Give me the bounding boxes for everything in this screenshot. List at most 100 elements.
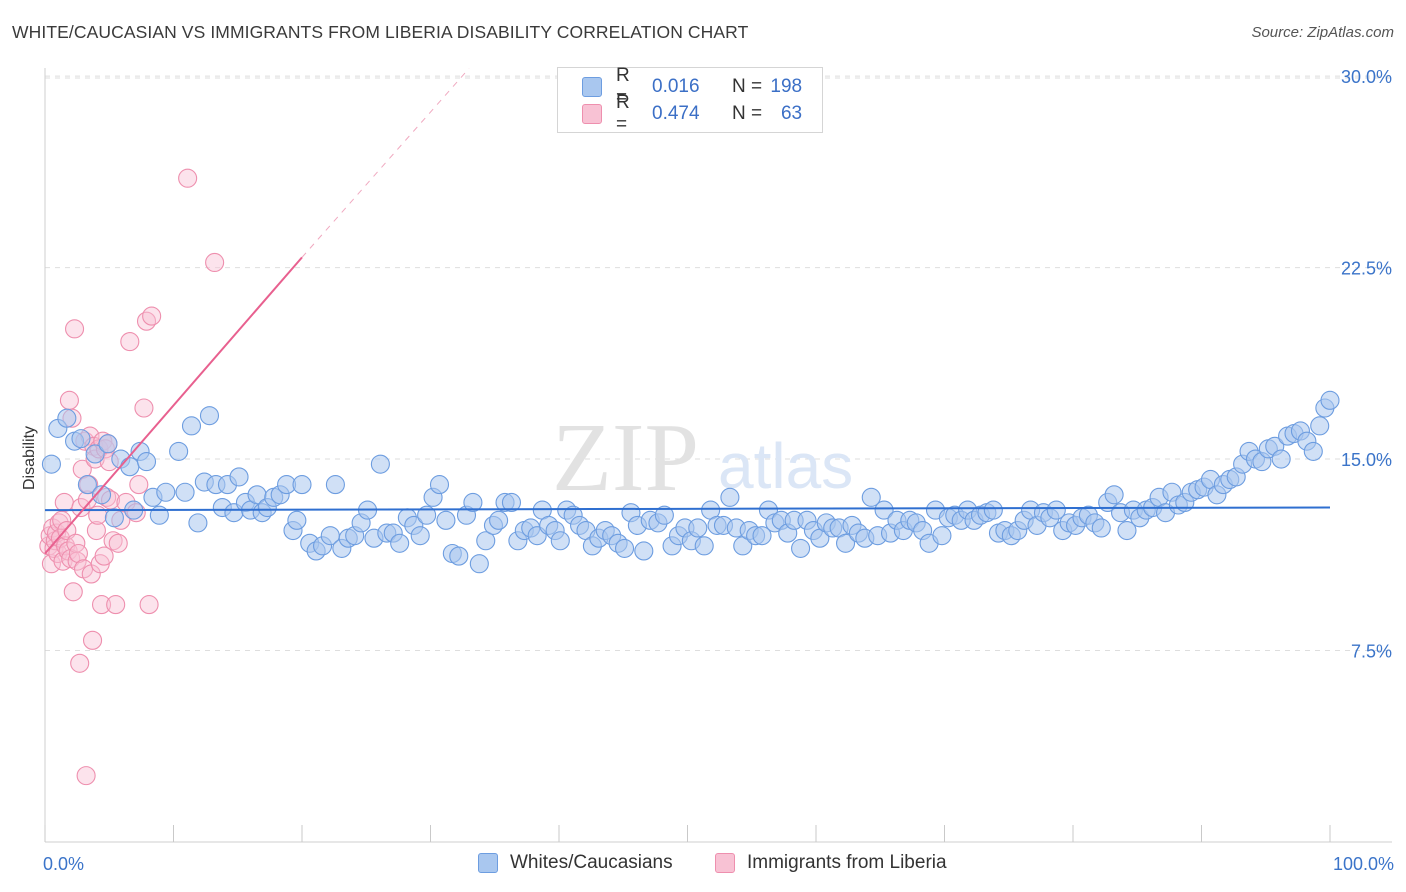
- point-whites: [325, 475, 345, 495]
- point-whites: [1310, 416, 1330, 436]
- point-whites: [1320, 390, 1340, 410]
- point-liberia: [54, 492, 74, 513]
- y-tick-label: 7.5%: [1351, 642, 1392, 662]
- point-whites: [370, 454, 390, 474]
- legend-item-liberia[interactable]: Immigrants from Liberia: [715, 852, 947, 874]
- watermark: ZIP atlas: [552, 404, 853, 512]
- point-whites: [188, 513, 208, 533]
- point-whites: [836, 533, 856, 553]
- point-whites: [1303, 441, 1323, 461]
- point-whites: [85, 444, 105, 464]
- series-legend: Whites/Caucasians Immigrants from Liberi…: [0, 850, 1406, 878]
- point-whites: [489, 510, 509, 530]
- point-liberia: [41, 554, 61, 574]
- point-whites: [417, 505, 437, 525]
- point-whites: [77, 475, 97, 495]
- legend-r-value: 0.016: [652, 76, 700, 97]
- point-liberia: [49, 513, 69, 533]
- point-whites: [861, 487, 881, 507]
- point-whites: [71, 429, 91, 449]
- point-whites: [449, 546, 469, 566]
- point-whites: [175, 482, 195, 502]
- point-liberia: [178, 168, 198, 188]
- point-whites: [229, 467, 249, 487]
- point-whites: [874, 500, 894, 520]
- trend-lines: [44, 68, 1331, 555]
- point-whites: [410, 526, 430, 546]
- point-liberia: [68, 543, 88, 564]
- point-liberia: [76, 766, 96, 786]
- point-whites: [169, 441, 189, 461]
- point-whites: [501, 492, 522, 513]
- series-whites-caucasians: [41, 390, 1340, 574]
- point-liberia: [53, 551, 73, 571]
- y-tick-label: 30.0%: [1341, 67, 1392, 87]
- legend-swatch-pink: [582, 104, 602, 124]
- point-liberia: [134, 398, 154, 418]
- point-whites: [694, 536, 714, 556]
- point-whites: [1117, 520, 1137, 541]
- point-whites: [463, 492, 483, 513]
- legend-r-label: R =: [616, 92, 630, 135]
- point-whites: [156, 482, 176, 502]
- point-liberia: [71, 498, 91, 518]
- legend-swatch-pink: [715, 853, 735, 873]
- legend-n-label: N =: [732, 76, 763, 97]
- correlation-legend: R = 0.016 N = 198 R = 0.474 N = 63: [557, 65, 823, 135]
- series-immigrants-from-liberia: [39, 168, 225, 786]
- point-whites: [57, 408, 77, 428]
- legend-r-label: R =: [616, 65, 630, 108]
- legend-n-label: N =: [732, 103, 763, 124]
- axes: [44, 68, 1392, 843]
- point-whites: [136, 452, 157, 472]
- point-whites: [614, 538, 635, 558]
- chart-title: WHITE/CAUCASIAN VS IMMIGRANTS FROM LIBER…: [12, 22, 749, 42]
- point-whites: [476, 531, 496, 551]
- point-whites: [1271, 449, 1291, 469]
- point-whites: [287, 510, 307, 530]
- point-liberia: [91, 595, 112, 615]
- point-whites: [791, 538, 811, 558]
- point-whites: [654, 505, 674, 525]
- point-whites: [983, 500, 1003, 520]
- point-liberia: [63, 582, 83, 602]
- point-whites: [199, 406, 220, 426]
- y-tick-label: 22.5%: [1341, 259, 1392, 279]
- legend-label-whites: Whites/Caucasians: [510, 852, 673, 873]
- y-tick-label: 15.0%: [1341, 450, 1392, 470]
- point-whites: [634, 541, 654, 561]
- point-liberia: [94, 546, 114, 566]
- point-liberia: [106, 595, 126, 615]
- x-tick-label: 0.0%: [43, 854, 84, 874]
- trend-line-liberia-extension: [301, 68, 470, 258]
- point-liberia: [82, 630, 103, 650]
- point-liberia: [142, 306, 162, 326]
- legend-row-whites: R = 0.016 N = 198: [582, 65, 803, 108]
- point-liberia: [59, 390, 79, 410]
- legend-swatch-blue: [582, 77, 602, 97]
- point-liberia: [120, 332, 140, 352]
- point-liberia: [65, 319, 85, 339]
- point-whites: [1091, 518, 1111, 538]
- legend-n-value: 198: [770, 76, 803, 97]
- point-liberia: [70, 653, 90, 673]
- point-whites: [120, 457, 140, 477]
- point-whites: [98, 434, 118, 454]
- watermark-atlas: atlas: [718, 430, 853, 502]
- point-liberia: [88, 505, 108, 525]
- point-whites: [41, 454, 61, 474]
- point-whites: [292, 475, 312, 495]
- legend-row-liberia: R = 0.474 N = 63: [582, 92, 803, 135]
- point-whites: [1104, 485, 1124, 505]
- point-whites: [688, 518, 708, 538]
- point-liberia: [103, 531, 123, 551]
- legend-n-value: 63: [780, 103, 803, 124]
- point-whites: [720, 487, 740, 507]
- point-whites: [429, 475, 450, 495]
- legend-swatch-blue: [478, 853, 498, 873]
- trend-line-liberia: [44, 256, 303, 555]
- y-axis-title: Disability: [21, 426, 38, 490]
- point-whites: [752, 526, 772, 546]
- legend-item-whites[interactable]: Whites/Caucasians: [478, 852, 673, 874]
